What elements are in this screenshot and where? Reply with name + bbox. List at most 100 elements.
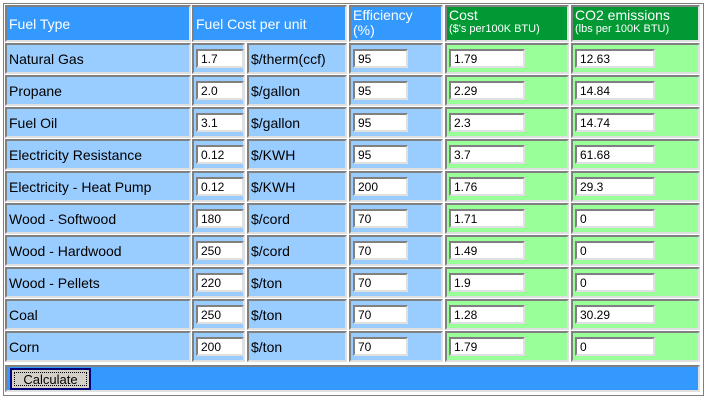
table-cell: $/cord [247, 203, 347, 234]
table-cell [445, 171, 569, 202]
table-cell [192, 331, 245, 362]
table-cell [571, 203, 700, 234]
value-input[interactable] [575, 113, 655, 132]
value-input[interactable] [196, 49, 244, 68]
value-input[interactable] [353, 145, 408, 164]
unit-label: $/KWH [251, 178, 296, 195]
table-cell [445, 267, 569, 298]
value-input[interactable] [353, 81, 408, 100]
table-cell [571, 75, 700, 106]
value-input[interactable] [575, 81, 655, 100]
value-input[interactable] [353, 241, 408, 260]
value-input[interactable] [575, 241, 655, 260]
header-subtext: (lbs per 100K BTU) [575, 23, 670, 35]
fuel-name: Electricity - Heat Pump [9, 178, 152, 195]
header-text: Cost ($'s per100K BTU) [449, 7, 540, 36]
table-cell [192, 43, 245, 74]
table-cell [192, 267, 245, 298]
header-text: Fuel Type [9, 15, 71, 32]
table-cell [349, 171, 443, 202]
table-cell [571, 235, 700, 266]
table-cell: $/ton [247, 331, 347, 362]
table-cell [349, 107, 443, 138]
value-input[interactable] [449, 49, 525, 68]
unit-label: $/cord [251, 242, 290, 259]
value-input[interactable] [575, 49, 655, 68]
table-cell [192, 235, 245, 266]
value-input[interactable] [196, 81, 244, 100]
value-input[interactable] [196, 305, 244, 324]
value-input[interactable] [353, 305, 408, 324]
value-input[interactable] [353, 177, 408, 196]
value-input[interactable] [449, 273, 525, 292]
value-input[interactable] [353, 273, 408, 292]
fuel-name: Wood - Hardwood [9, 242, 122, 259]
table-cell [445, 75, 569, 106]
value-input[interactable] [575, 145, 655, 164]
unit-label: $/KWH [251, 146, 296, 163]
table-cell [445, 139, 569, 170]
value-input[interactable] [196, 177, 244, 196]
value-input[interactable] [449, 177, 525, 196]
table-cell: $/therm(ccf) [247, 43, 347, 74]
header-cell: Fuel Cost per unit [192, 5, 347, 42]
table-cell: Corn [5, 331, 191, 362]
table-cell [445, 331, 569, 362]
value-input[interactable] [575, 177, 655, 196]
value-input[interactable] [575, 305, 655, 324]
table-cell: Wood - Pellets [5, 267, 191, 298]
table-cell [571, 171, 700, 202]
header-text: (%) [353, 22, 375, 38]
value-input[interactable] [353, 209, 408, 228]
value-input[interactable] [575, 273, 655, 292]
table-cell [571, 139, 700, 170]
table-cell [571, 331, 700, 362]
value-input[interactable] [196, 145, 244, 164]
fuel-name: Propane [9, 82, 62, 99]
table-cell [445, 203, 569, 234]
value-input[interactable] [575, 209, 655, 228]
unit-label: $/cord [251, 210, 290, 227]
unit-label: $/ton [251, 274, 283, 291]
table-cell: $/gallon [247, 75, 347, 106]
value-input[interactable] [196, 337, 244, 356]
value-input[interactable] [353, 337, 408, 356]
header-subtext: ($'s per100K BTU) [449, 23, 540, 35]
table-cell [349, 267, 443, 298]
table-cell [445, 235, 569, 266]
value-input[interactable] [449, 209, 525, 228]
value-input[interactable] [449, 305, 525, 324]
value-input[interactable] [196, 241, 244, 260]
value-input[interactable] [449, 241, 525, 260]
fuel-name: Electricity Resistance [9, 146, 143, 163]
fuel-name: Natural Gas [9, 50, 84, 67]
table-cell [445, 43, 569, 74]
table-cell: Natural Gas [5, 43, 191, 74]
value-input[interactable] [353, 113, 408, 132]
value-input[interactable] [449, 337, 525, 356]
table-cell: $/KWH [247, 171, 347, 202]
value-input[interactable] [449, 81, 525, 100]
unit-label: $/gallon [251, 82, 301, 99]
value-input[interactable] [196, 209, 244, 228]
table-cell [571, 299, 700, 330]
header-text: Cost [449, 7, 478, 23]
table-cell [571, 267, 700, 298]
value-input[interactable] [449, 145, 525, 164]
header-cell: Cost ($'s per100K BTU) [445, 5, 569, 42]
value-input[interactable] [449, 113, 525, 132]
value-input[interactable] [196, 273, 244, 292]
value-input[interactable] [353, 49, 408, 68]
table-cell: Wood - Softwood [5, 203, 191, 234]
value-input[interactable] [575, 337, 655, 356]
value-input[interactable] [196, 113, 244, 132]
table-cell [192, 139, 245, 170]
table-cell: $/cord [247, 235, 347, 266]
calculate-button[interactable]: Calculate [10, 368, 91, 390]
table-cell [445, 299, 569, 330]
table-cell [349, 203, 443, 234]
table-cell [571, 107, 700, 138]
table-cell: Electricity - Heat Pump [5, 171, 191, 202]
table-cell [349, 299, 443, 330]
table-cell [349, 235, 443, 266]
